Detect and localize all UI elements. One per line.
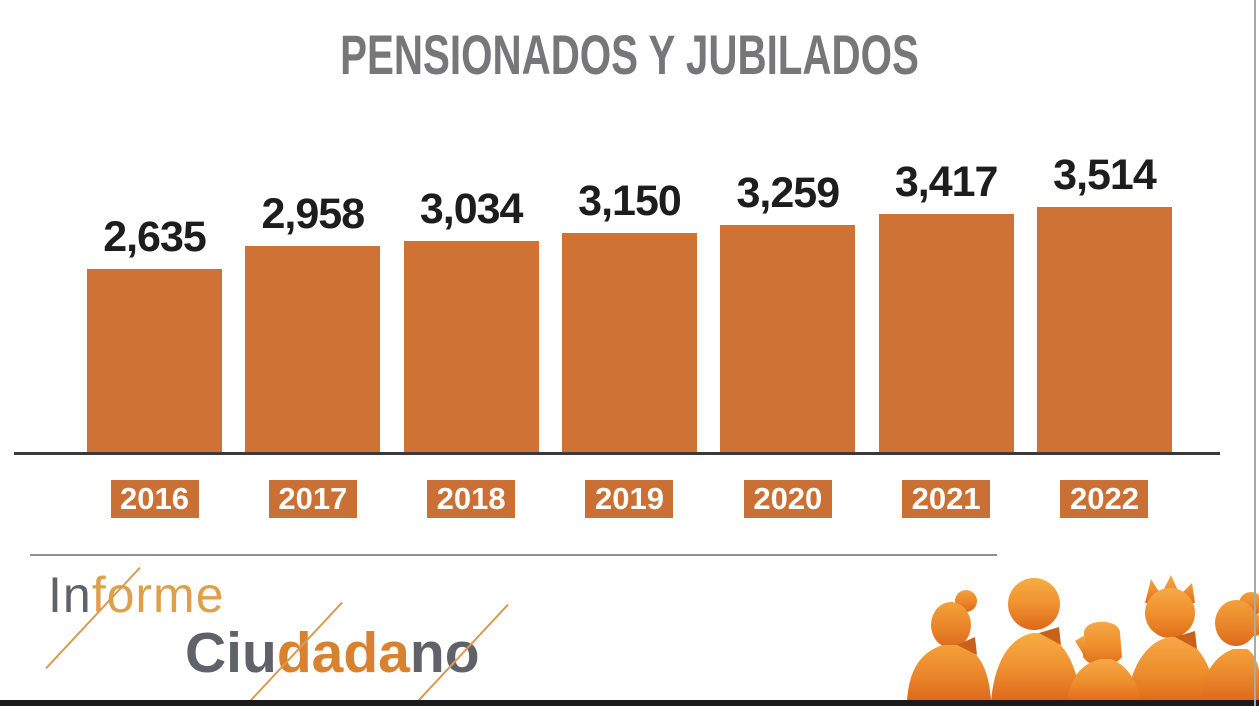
bar <box>245 246 381 455</box>
year-label: 2017 <box>268 480 357 518</box>
year-label: 2021 <box>902 480 991 518</box>
separator-line <box>30 554 997 556</box>
bar-value-label: 3,259 <box>736 169 841 217</box>
people-silhouettes-icon <box>907 575 1259 701</box>
silhouette-spiky-hair-man <box>1127 575 1217 701</box>
bar-value-label: 3,514 <box>1053 151 1157 199</box>
right-edge-line <box>1254 0 1256 706</box>
chart-title: PENSIONADOS Y JUBILADOS <box>340 23 919 86</box>
bar <box>561 233 697 455</box>
bar-value-label: 2,958 <box>261 190 366 238</box>
logo-ciudadano-prefix: Ciu <box>185 621 277 685</box>
logo-informe-prefix: In <box>48 567 92 623</box>
year-label: 2018 <box>427 480 516 518</box>
bar-value-label: 3,417 <box>894 158 999 206</box>
silhouette-right-woman <box>1199 592 1259 701</box>
bar <box>878 214 1014 455</box>
silhouette-bun-woman <box>907 590 991 701</box>
year-label: 2016 <box>110 480 199 518</box>
x-axis-line <box>14 452 1220 455</box>
bar <box>720 225 856 455</box>
logo-ciudadano-accent: dada <box>276 621 410 685</box>
year-label: 2019 <box>585 480 674 518</box>
bar <box>1036 207 1172 455</box>
bar-value-label: 3,150 <box>578 177 682 225</box>
year-label: 2020 <box>743 480 832 518</box>
bar-value-label: 2,635 <box>103 213 207 261</box>
bar-value-label: 3,034 <box>419 185 524 233</box>
silhouette-short-person <box>1067 621 1141 701</box>
silhouette-bald-man <box>991 578 1081 701</box>
logo-ciudadano-suffix: no <box>409 621 480 685</box>
bottom-edge-bar <box>0 700 1259 706</box>
year-label: 2022 <box>1060 480 1149 518</box>
logo-word-ciudadano: Ciudadano <box>185 620 480 686</box>
informe-ciudadano-logo: Informe Ciudadano <box>48 566 480 686</box>
bar <box>403 241 539 455</box>
bar <box>87 269 222 455</box>
